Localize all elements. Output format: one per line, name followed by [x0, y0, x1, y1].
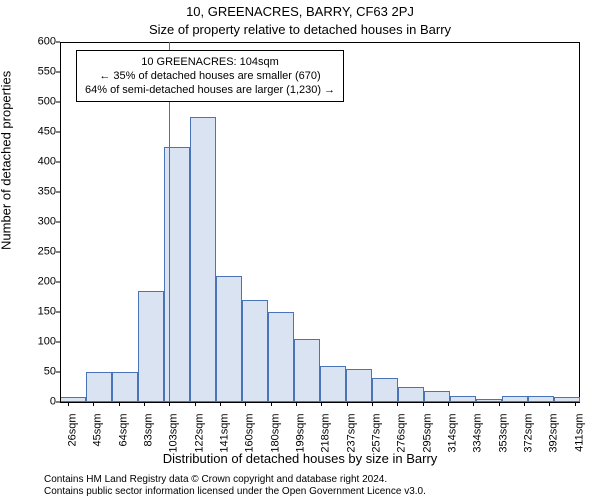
y-axis-line [60, 42, 61, 402]
y-tick-mark [56, 132, 60, 133]
y-ticks: 050100150200250300350400450500550600 [0, 42, 60, 402]
y-tick-mark [56, 252, 60, 253]
x-tick-mark [271, 402, 272, 406]
y-tick-label: 200 [30, 277, 56, 288]
y-tick-mark [56, 342, 60, 343]
annotation-line-1: 10 GREENACRES: 104sqm [85, 55, 335, 69]
x-tick-mark [372, 402, 373, 406]
histogram-bar [424, 391, 450, 402]
footnote-line-2: Contains public sector information licen… [44, 486, 426, 498]
x-axis-label: Distribution of detached houses by size … [0, 451, 600, 466]
y-tick-label: 0 [30, 397, 56, 408]
annotation-box: 10 GREENACRES: 104sqm ← 35% of detached … [76, 50, 344, 102]
x-tick-mark [499, 402, 500, 406]
y-tick-label: 250 [30, 247, 56, 258]
y-tick-mark [56, 282, 60, 283]
histogram-bar [242, 300, 268, 402]
histogram-bar [138, 291, 164, 402]
y-tick-mark [56, 72, 60, 73]
y-tick-mark [56, 372, 60, 373]
histogram-bar [112, 372, 138, 402]
y-tick-label: 150 [30, 307, 56, 318]
x-tick-mark [296, 402, 297, 406]
x-tick-mark [144, 402, 145, 406]
histogram-bar [294, 339, 320, 402]
y-tick-mark [56, 192, 60, 193]
histogram-bar [372, 378, 398, 402]
y-tick-label: 50 [30, 367, 56, 378]
x-tick-mark [119, 402, 120, 406]
y-tick-label: 500 [30, 97, 56, 108]
y-tick-mark [56, 42, 60, 43]
histogram-bar [190, 117, 216, 402]
x-tick-mark [423, 402, 424, 406]
footnote-line-1: Contains HM Land Registry data © Crown c… [44, 474, 426, 486]
y-tick-label: 350 [30, 187, 56, 198]
y-tick-mark [56, 162, 60, 163]
footnote: Contains HM Land Registry data © Crown c… [44, 474, 426, 498]
y-tick-label: 300 [30, 217, 56, 228]
x-tick-mark [245, 402, 246, 406]
y-tick-label: 100 [30, 337, 56, 348]
chart-subtitle: Size of property relative to detached ho… [0, 22, 600, 37]
x-tick-mark [220, 402, 221, 406]
x-tick-mark [473, 402, 474, 406]
x-tick-mark [347, 402, 348, 406]
x-tick-mark [68, 402, 69, 406]
chart-title: 10, GREENACRES, BARRY, CF63 2PJ [0, 4, 600, 19]
x-ticks: 26sqm45sqm64sqm83sqm103sqm122sqm141sqm16… [60, 402, 580, 452]
y-tick-mark [56, 102, 60, 103]
y-tick-mark [56, 222, 60, 223]
x-tick-mark [93, 402, 94, 406]
histogram-bar [346, 369, 372, 402]
histogram-bar [216, 276, 242, 402]
x-tick-mark [169, 402, 170, 406]
histogram-bar [164, 147, 190, 402]
histogram-bar [268, 312, 294, 402]
x-tick-mark [195, 402, 196, 406]
y-tick-mark [56, 312, 60, 313]
x-tick-mark [321, 402, 322, 406]
chart-container: { "title": "10, GREENACRES, BARRY, CF63 … [0, 0, 600, 500]
x-tick-mark [448, 402, 449, 406]
x-tick-mark [524, 402, 525, 406]
y-tick-label: 550 [30, 67, 56, 78]
histogram-bar [86, 372, 112, 402]
y-tick-label: 600 [30, 37, 56, 48]
histogram-bar [320, 366, 346, 402]
x-tick-mark [549, 402, 550, 406]
histogram-bar [398, 387, 424, 402]
x-tick-mark [575, 402, 576, 406]
x-tick-mark [397, 402, 398, 406]
y-tick-label: 450 [30, 127, 56, 138]
annotation-line-3: 64% of semi-detached houses are larger (… [85, 83, 335, 97]
y-tick-label: 400 [30, 157, 56, 168]
annotation-line-2: ← 35% of detached houses are smaller (67… [85, 69, 335, 83]
